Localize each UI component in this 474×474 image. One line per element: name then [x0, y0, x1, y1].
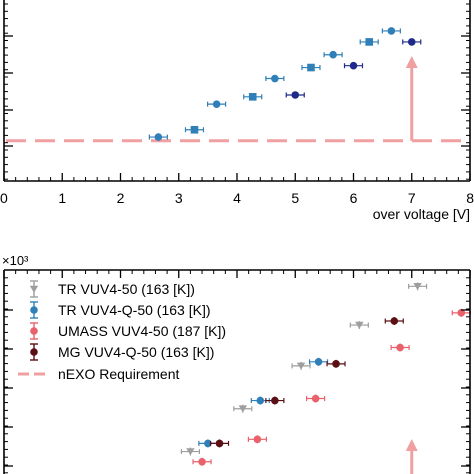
top-series-0-point-4	[387, 27, 396, 35]
top-x-tick-label-6: 6	[350, 190, 358, 206]
bottom-y-multiplier: ×10³	[2, 253, 29, 268]
top-series-2-point-1	[349, 61, 358, 70]
top-x-tick-label-7: 7	[408, 190, 416, 206]
legend-swatch-2	[30, 327, 38, 335]
bottom-series-3-point-2	[332, 360, 340, 368]
top-x-tick-label-8: 8	[466, 190, 474, 206]
bottom-series-0-point-2	[296, 362, 306, 370]
legend-label-0: TR VUV4-50 (163 [K])	[58, 281, 195, 297]
top-series-1-point-2	[307, 63, 315, 72]
bottom-requirement-arrow-head	[405, 439, 418, 451]
legend: TR VUV4-50 (163 [K]) TR VUV4-Q-50 (163 [K…	[18, 280, 226, 382]
bottom-series-1-point-2	[314, 358, 323, 366]
top-series-0-point-2	[271, 74, 279, 83]
legend-label-1: TR VUV4-Q-50 (163 [K])	[58, 302, 211, 318]
bottom-series-2-point-1	[253, 435, 262, 444]
top-x-tick-label-2: 2	[117, 190, 125, 206]
top-series-1-point-1	[248, 93, 257, 101]
top-series-0-point-0	[154, 133, 163, 141]
top-x-tick-label-3: 3	[175, 190, 183, 206]
top-x-tick-label-5: 5	[291, 190, 299, 206]
bottom-series-0-point-4	[413, 283, 422, 291]
top-x-axis-label: over voltage [V]	[373, 206, 470, 222]
bottom-series-2-point-3	[396, 343, 404, 352]
legend-label-3: MG VUV4-Q-50 (163 [K])	[58, 344, 214, 360]
bottom-series-1-point-0	[204, 439, 212, 448]
top-x-tick-label-4: 4	[233, 190, 241, 206]
top-series-2-point-2	[407, 38, 416, 46]
legend-label-2: UMASS VUV4-50 (187 [K])	[58, 323, 226, 339]
bottom-series-0-point-3	[355, 321, 364, 329]
top-series-1-point-0	[190, 125, 199, 134]
bottom-series-2-point-2	[311, 394, 320, 403]
bottom-series-3-point-3	[390, 317, 399, 325]
top-requirement-arrow-head	[405, 56, 418, 68]
top-series-1-point-3	[365, 38, 374, 46]
bottom-panel: ×10³ TR VUV4-50 (163 [K]) TR VUV4-Q-50 (16…	[2, 253, 471, 474]
bottom-series-1-point-1	[256, 396, 265, 405]
bottom-series-0-point-0	[186, 448, 195, 456]
bottom-series-2-point-4	[457, 309, 466, 317]
legend-label-4: nEXO Requirement	[58, 366, 180, 382]
bottom-series-3-point-0	[215, 439, 224, 448]
top-series-0-point-3	[329, 50, 337, 59]
legend-swatch-1	[30, 306, 38, 314]
top-series-0-point-1	[212, 100, 221, 108]
top-x-tick-label-0: 0	[0, 190, 8, 206]
top-x-tick-label-1: 1	[58, 190, 66, 206]
legend-swatch-3	[30, 348, 38, 356]
bottom-series-0-point-1	[238, 405, 248, 413]
bottom-series-2-point-0	[198, 457, 206, 466]
legend-swatch-0	[29, 285, 39, 293]
top-series-2-point-0	[291, 91, 300, 99]
bottom-series-3-point-1	[271, 396, 279, 405]
